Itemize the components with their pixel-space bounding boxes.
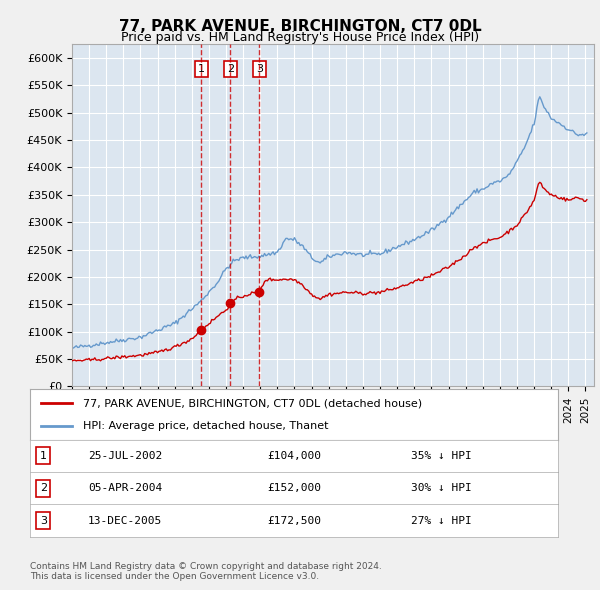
Text: £152,000: £152,000 — [267, 483, 321, 493]
Text: Price paid vs. HM Land Registry's House Price Index (HPI): Price paid vs. HM Land Registry's House … — [121, 31, 479, 44]
Text: 2: 2 — [40, 483, 47, 493]
Text: 05-APR-2004: 05-APR-2004 — [88, 483, 162, 493]
Text: HPI: Average price, detached house, Thanet: HPI: Average price, detached house, Than… — [83, 421, 328, 431]
Text: 35% ↓ HPI: 35% ↓ HPI — [412, 451, 472, 461]
Text: 13-DEC-2005: 13-DEC-2005 — [88, 516, 162, 526]
Text: 1: 1 — [198, 64, 205, 74]
Text: 2: 2 — [227, 64, 234, 74]
Text: 30% ↓ HPI: 30% ↓ HPI — [412, 483, 472, 493]
Text: £172,500: £172,500 — [267, 516, 321, 526]
Text: 77, PARK AVENUE, BIRCHINGTON, CT7 0DL (detached house): 77, PARK AVENUE, BIRCHINGTON, CT7 0DL (d… — [83, 398, 422, 408]
Text: £104,000: £104,000 — [267, 451, 321, 461]
Text: Contains HM Land Registry data © Crown copyright and database right 2024.
This d: Contains HM Land Registry data © Crown c… — [30, 562, 382, 581]
Text: 25-JUL-2002: 25-JUL-2002 — [88, 451, 162, 461]
Text: 3: 3 — [40, 516, 47, 526]
Text: 1: 1 — [40, 451, 47, 461]
Text: 3: 3 — [256, 64, 263, 74]
Text: 27% ↓ HPI: 27% ↓ HPI — [412, 516, 472, 526]
Text: 77, PARK AVENUE, BIRCHINGTON, CT7 0DL: 77, PARK AVENUE, BIRCHINGTON, CT7 0DL — [119, 19, 481, 34]
